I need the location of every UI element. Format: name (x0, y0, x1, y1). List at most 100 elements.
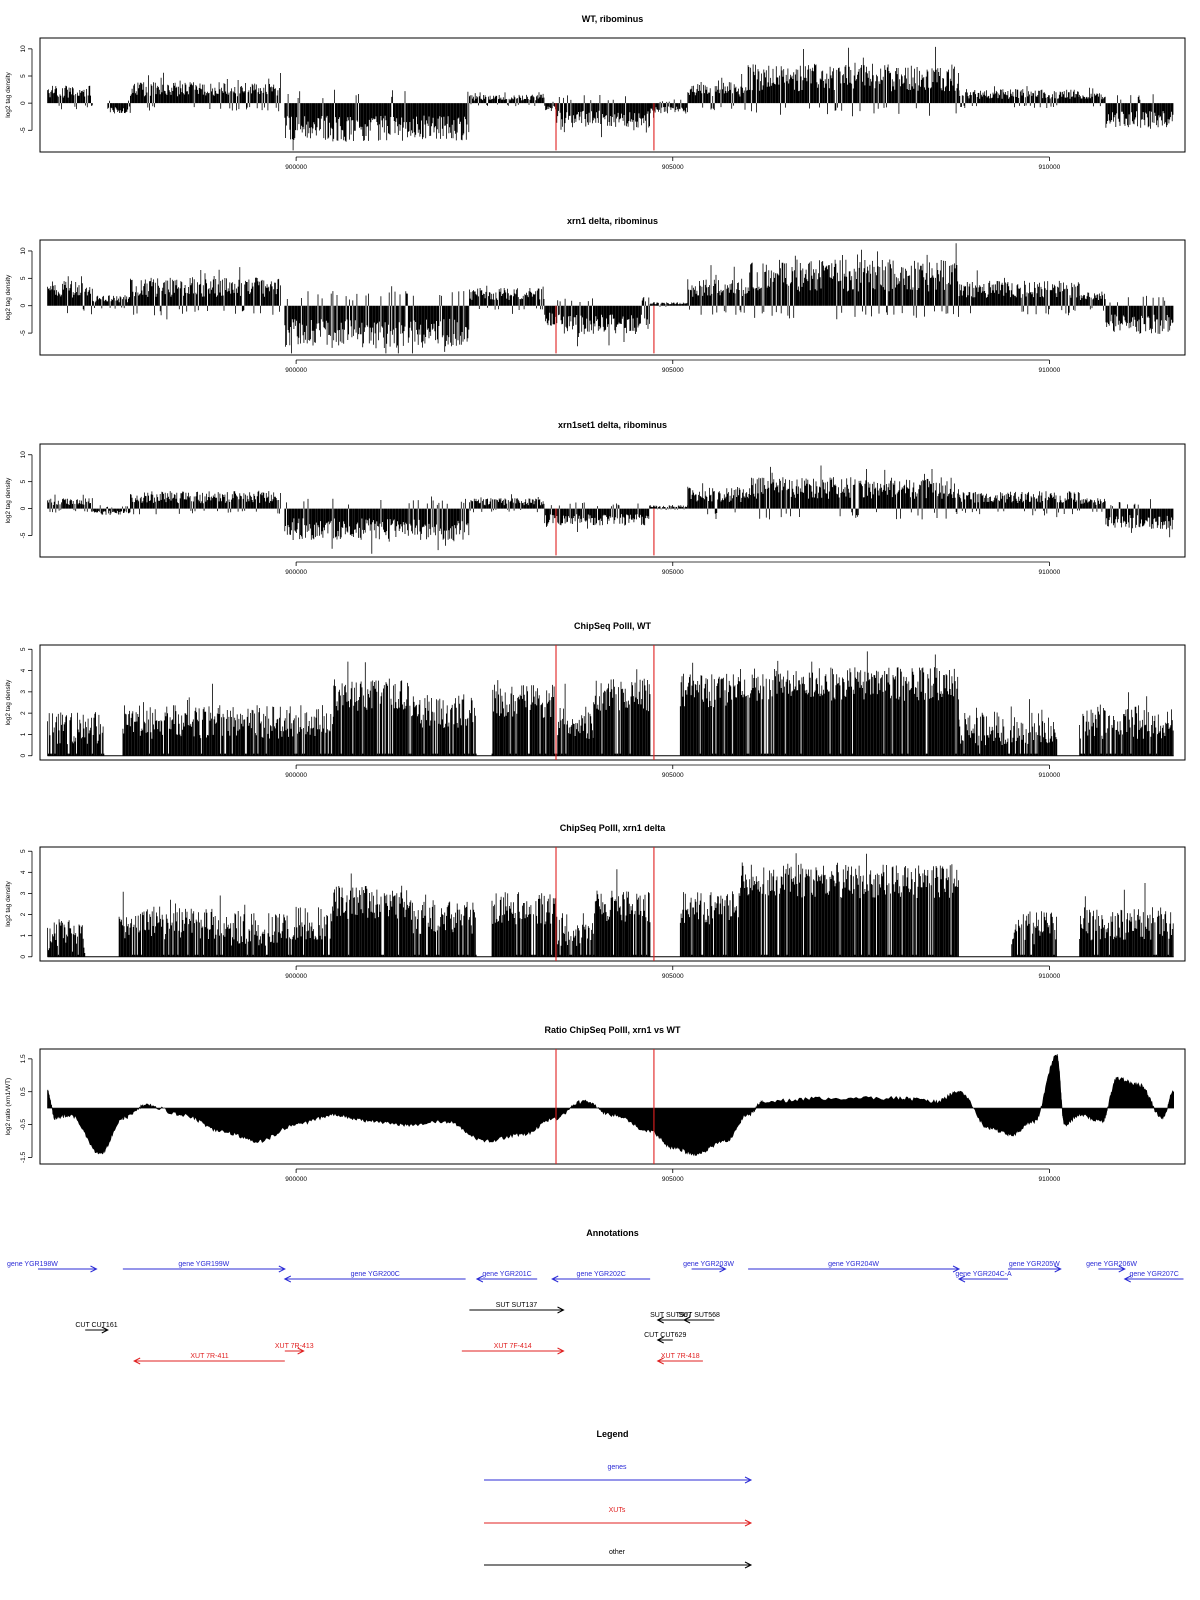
y-tick-label: 5 (20, 74, 27, 78)
annotation-arrowhead (101, 1326, 109, 1334)
x-tick-label: 905000 (662, 164, 684, 171)
legend-label: genes (607, 1464, 627, 1471)
annotation-arrowhead (551, 1275, 559, 1283)
annotation-arrowhead (278, 1265, 286, 1273)
y-tick-label: 0 (20, 304, 27, 308)
chart-title: xrn1set1 delta, ribominus (558, 420, 667, 430)
x-tick-label: 910000 (1039, 973, 1061, 980)
y-tick-label: 10 (20, 247, 27, 255)
chart-panel-2: xrn1 delta, ribominus -5 0 5 10 log2 tag dens… (5, 216, 1186, 374)
annotation-xut: XUT 7F-414 (461, 1343, 565, 1355)
annotation-label: gene YGR200C (351, 1271, 400, 1278)
y-axis-label: log2 tag density (5, 477, 12, 523)
annotation-arrowhead (133, 1357, 141, 1365)
annotation-arrowhead (557, 1347, 565, 1355)
y-tick-label: -5 (20, 532, 27, 538)
legend-arrowhead (744, 1476, 753, 1484)
x-tick-label: 900000 (285, 367, 307, 374)
chart-panel-4: ChipSeq PolII, WT 0 1 2 3 4 5 log2 tag density 9… (5, 621, 1186, 779)
annotation-arrowhead (1118, 1265, 1126, 1273)
x-tick-label: 905000 (662, 1176, 684, 1183)
annotation-other: SUT SUT568 (678, 1312, 720, 1324)
chart-panel-5: ChipSeq PolII, xrn1 delta 0 1 2 3 4 5 log2 tag … (5, 823, 1186, 980)
y-tick-label: 1.5 (20, 1054, 27, 1063)
chart-title: xrn1 delta, ribominus (567, 216, 658, 226)
legend-item-xut: XUTs (484, 1507, 753, 1527)
legend-label: XUTs (609, 1507, 626, 1514)
chart-panel-6: Ratio ChipSeq PolII, xrn1 vs WT -1.5 -0.5 0… (5, 1025, 1186, 1183)
y-tick-label: 0 (20, 506, 27, 510)
annotation-xut: XUT 7R-418 (656, 1353, 703, 1365)
annotation-xut: XUT 7R-413 (275, 1343, 314, 1355)
y-axis-label: log2 tag density (5, 71, 12, 117)
annotation-arrowhead (90, 1265, 98, 1273)
annotation-gene: gene YGR203W (683, 1261, 734, 1273)
plot-frame (39, 1048, 1186, 1165)
annotation-label: XUT 7R-411 (190, 1353, 228, 1360)
y-tick-label: 2 (20, 912, 27, 916)
y-tick-label: 0 (20, 754, 27, 758)
x-tick-label: 905000 (662, 367, 684, 374)
annotations-title: Annotations (586, 1228, 639, 1238)
annotation-label: gene YGR205W (1009, 1261, 1060, 1268)
annotation-gene: gene YGR201C (475, 1271, 538, 1283)
y-tick-label: 5 (20, 647, 27, 651)
annotation-label: XUT 7F-414 (494, 1343, 532, 1350)
plot-frame (39, 846, 1186, 962)
y-tick-label: 4 (20, 870, 27, 874)
annotation-label: gene YGR199W (178, 1261, 229, 1268)
y-tick-label: 5 (20, 849, 27, 853)
x-tick-label: 910000 (1039, 164, 1061, 171)
x-tick-label: 900000 (285, 772, 307, 779)
annotation-gene: gene YGR207C (1123, 1271, 1184, 1283)
plot-frame (39, 239, 1186, 356)
annotations-panel: Annotations gene YGR198W gene YGR199W gene … (7, 1228, 1184, 1365)
x-tick-label: 910000 (1039, 569, 1061, 576)
annotation-label: gene YGR206W (1086, 1261, 1137, 1268)
annotation-gene: gene YGR199W (122, 1261, 286, 1273)
y-tick-label: 4 (20, 668, 27, 672)
y-tick-label: 1 (20, 732, 27, 736)
annotation-gene: gene YGR205W (1007, 1261, 1062, 1273)
y-tick-label: 0.5 (20, 1087, 27, 1096)
chart-panel-3: xrn1set1 delta, ribominus -5 0 5 10 log2 tag … (5, 420, 1186, 576)
annotation-arrowhead (957, 1275, 966, 1283)
legend-item-other: other (484, 1549, 753, 1569)
annotation-other: SUT SUT137 (469, 1302, 565, 1314)
y-tick-label: 10 (20, 451, 27, 459)
annotation-label: XUT 7R-413 (275, 1343, 314, 1350)
annotation-arrowhead (656, 1336, 664, 1344)
plot-frame (39, 37, 1186, 153)
y-tick-label: 3 (20, 690, 27, 694)
x-tick-label: 900000 (285, 569, 307, 576)
ratio-area (47, 1053, 1174, 1157)
annotation-other: SUT SUT567 (650, 1312, 692, 1324)
annotation-label: SUT SUT137 (496, 1302, 538, 1309)
y-tick-label: 2 (20, 711, 27, 715)
chart-title: Ratio ChipSeq PolII, xrn1 vs WT (544, 1025, 681, 1035)
y-tick-label: 0 (20, 101, 27, 105)
annotation-label: gene YGR202C (577, 1271, 626, 1278)
legend-title: Legend (596, 1429, 628, 1439)
annotation-arrowhead (557, 1306, 565, 1314)
y-tick-label: 1 (20, 933, 27, 937)
chart-title: WT, ribominus (582, 14, 644, 24)
y-tick-label: 3 (20, 891, 27, 895)
annotation-label: gene YGR203W (683, 1261, 734, 1268)
signal-bars (47, 46, 1174, 151)
x-tick-label: 900000 (285, 1176, 307, 1183)
x-tick-label: 910000 (1039, 367, 1061, 374)
annotation-gene: gene YGR206W (1086, 1261, 1137, 1273)
annotation-arrowhead (952, 1265, 961, 1273)
y-axis-label: log2 ratio (xrn1/WT) (5, 1078, 12, 1135)
annotation-label: gene YGR204C-A (955, 1271, 1012, 1278)
chart-title: ChipSeq PolII, xrn1 delta (560, 823, 667, 833)
annotation-arrowhead (1123, 1275, 1131, 1283)
annotation-gene: gene YGR204C-A (955, 1271, 1012, 1283)
annotation-gene: gene YGR200C (283, 1271, 466, 1283)
annotation-arrowhead (656, 1316, 664, 1324)
annotation-gene: gene YGR202C (551, 1271, 651, 1283)
y-axis-label: log2 tag density (5, 274, 12, 320)
annotation-label: gene YGR204W (828, 1261, 879, 1268)
